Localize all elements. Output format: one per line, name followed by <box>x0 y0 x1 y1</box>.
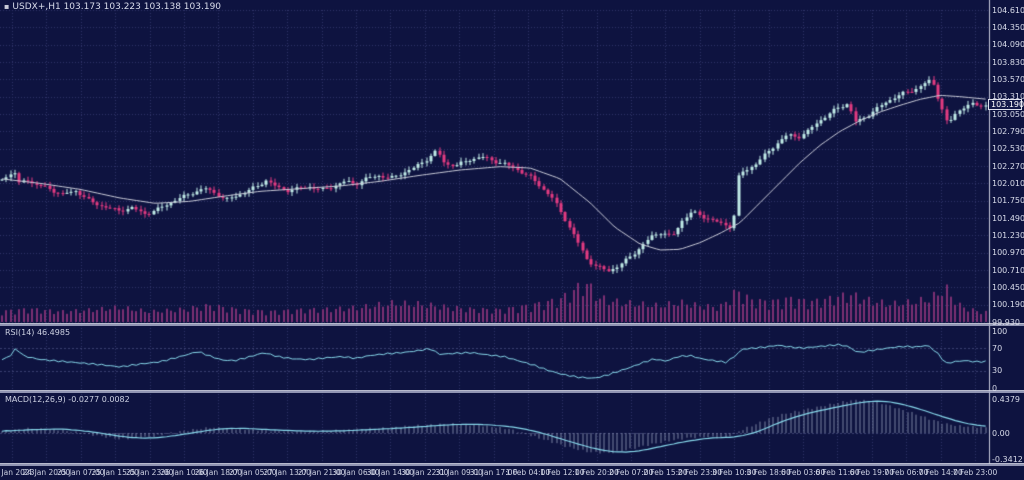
time-axis-label: 1 Feb 20:00 <box>574 468 619 477</box>
time-axis-label: 26 Jan 10:00 <box>160 468 208 477</box>
time-axis-label: 6 Feb 19:00 <box>849 468 895 477</box>
price-axis-label: 104.350 <box>992 22 1024 32</box>
price-axis-label: 104.610 <box>992 5 1024 15</box>
rsi-indicator-label: RSI(14) 46.4985 <box>5 328 71 337</box>
price-axis-label: 103.830 <box>992 57 1024 67</box>
time-axis-label: 30 Jan 06:00 <box>332 468 380 477</box>
price-axis-label: 102.530 <box>992 144 1024 154</box>
price-axis-label: 100.450 <box>992 282 1024 292</box>
time-axis-label: 25 Jan 23:00 <box>125 468 174 477</box>
symbol-ohlc-text: USDX+,H1 103.173 103.223 103.138 103.190 <box>12 2 222 12</box>
price-axis-label: 101.230 <box>992 230 1024 240</box>
rsi-axis[interactable]: 100 70 30 0 <box>991 0 1024 465</box>
panel-separator-rsi-macd[interactable] <box>0 390 1024 393</box>
time-axis-label: 2 Feb 23:00 <box>677 468 723 477</box>
rsi-axis-label: 30 <box>992 366 1003 376</box>
price-axis-label: 102.010 <box>992 178 1024 188</box>
macd-axis-label: 0.00 <box>992 428 1010 438</box>
time-axis-label: 1 Feb 04:00 <box>505 468 551 477</box>
chart-title: ▪ USDX+,H1 103.173 103.223 103.138 103.19… <box>4 2 221 12</box>
price-axis-label: 100.190 <box>992 300 1024 310</box>
time-axis-label: 30 Jan 14:00 <box>366 468 415 477</box>
time-axis-label: 6 Feb 11:00 <box>815 468 860 477</box>
time-axis-label: 27 Jan 13:00 <box>263 468 311 477</box>
macd-indicator-label: MACD(12,26,9) -0.0277 0.0082 <box>5 395 130 404</box>
time-axis-label: 25 Jan 07:00 <box>57 468 105 477</box>
time-axis-label: 7 Feb 14:00 <box>918 468 963 477</box>
price-axis-label: 101.490 <box>992 213 1024 223</box>
time-axis-label: 7 Feb 23:00 <box>952 468 998 477</box>
price-axis-label: 101.750 <box>992 196 1024 206</box>
time-axis-label: 7 Feb 06:00 <box>883 468 929 477</box>
time-axis-label: 31 Jan 09:00 <box>435 468 483 477</box>
time-axis-label: 27 Jan 21:00 <box>297 468 346 477</box>
time-axis-label: 6 Feb 03:00 <box>780 468 826 477</box>
time-axis-label: 24 Jan 2023 <box>0 468 35 477</box>
price-axis[interactable]: 104.610 104.350 104.090 103.830 103.570 103.3… <box>991 0 1024 465</box>
macd-axis-label: 0.4379 <box>992 394 1020 404</box>
price-axis-label: 102.270 <box>992 161 1024 171</box>
rsi-axis-label: 70 <box>992 343 1003 353</box>
macd-axis[interactable]: 0.4379 0.00 -0.3412 <box>991 0 1024 465</box>
price-axis-label: 103.570 <box>992 74 1024 84</box>
time-axis-label: 1 Feb 12:00 <box>540 468 585 477</box>
rsi-axis-label: 100 <box>992 326 1008 336</box>
price-axis-label: 100.970 <box>992 248 1024 258</box>
time-axis-label: 3 Feb 10:00 <box>712 468 757 477</box>
time-axis-label: 25 Jan 15:00 <box>91 468 139 477</box>
price-axis-label: 103.310 <box>992 92 1024 102</box>
time-axis-label: 2 Feb 15:00 <box>643 468 688 477</box>
current-price-badge: 103.190 <box>988 99 1024 110</box>
macd-axis-label: -0.3412 <box>992 454 1023 464</box>
chart-marker-icon: ▪ <box>4 2 10 11</box>
time-axis-label: 3 Feb 18:00 <box>746 468 791 477</box>
time-axis-label: 27 Jan 05:00 <box>229 468 277 477</box>
price-axis-label: 104.090 <box>992 40 1024 50</box>
time-axis-label: 26 Jan 18:00 <box>194 468 243 477</box>
panel-separator-main-rsi[interactable] <box>0 323 1024 326</box>
time-axis-label: 2 Feb 07:00 <box>608 468 654 477</box>
time-axis-label: 24 Jan 20:00 <box>22 468 71 477</box>
time-axis-label: 30 Jan 22:00 <box>400 468 449 477</box>
time-axis-label: 31 Jan 17:00 <box>469 468 518 477</box>
panel-separator-macd-timeaxis[interactable] <box>0 463 1024 466</box>
rsi-axis-label: 0 <box>992 383 998 393</box>
price-axis-label: 100.710 <box>992 265 1024 275</box>
price-axis-label: 102.790 <box>992 126 1024 136</box>
price-axis-label: 99.930 <box>992 317 1020 327</box>
price-axis-label: 103.050 <box>992 109 1024 119</box>
